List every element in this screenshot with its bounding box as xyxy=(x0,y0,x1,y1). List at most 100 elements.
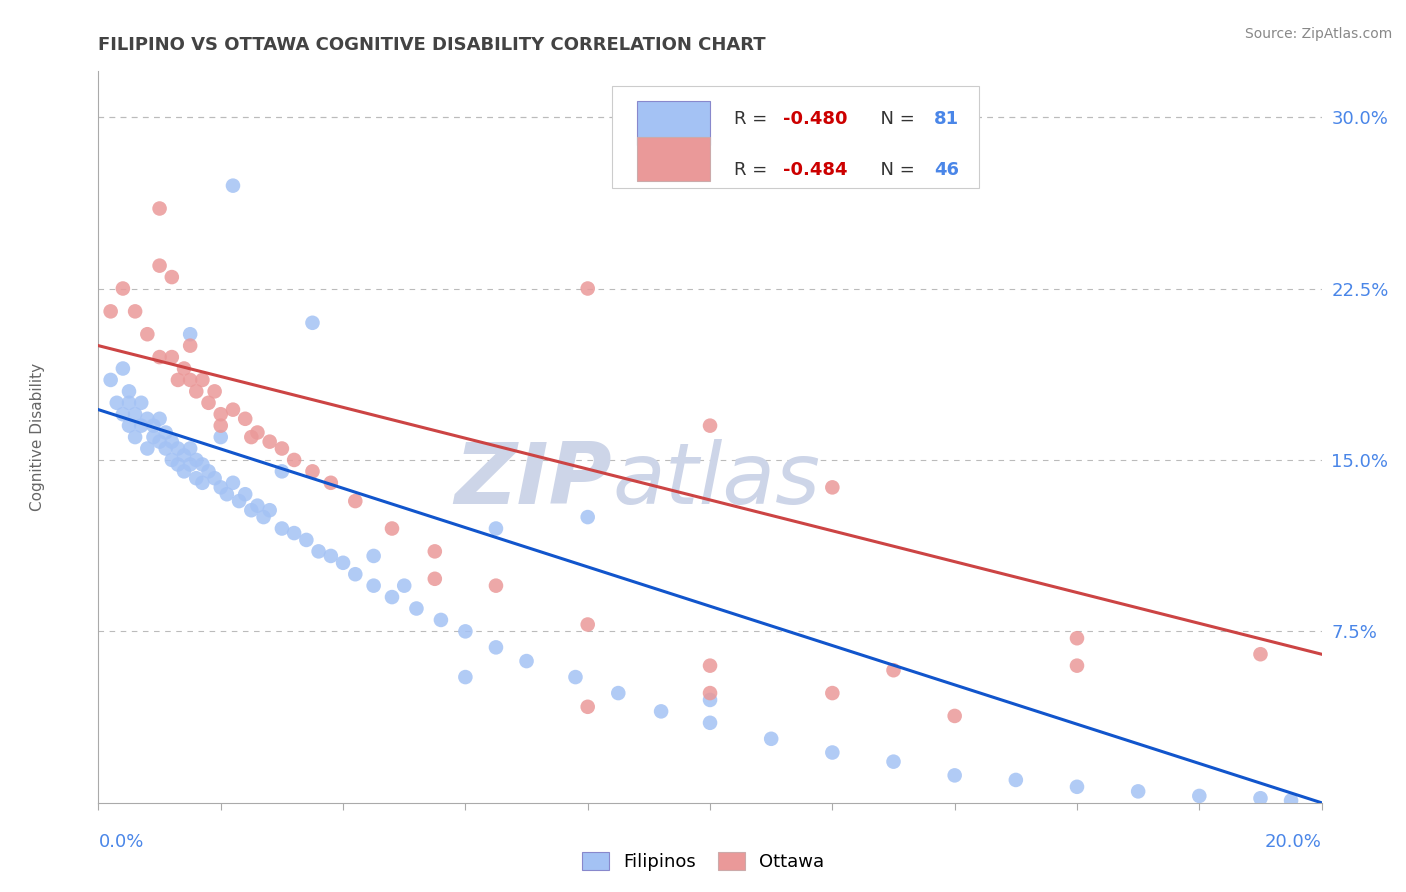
Point xyxy=(215,487,238,501)
Point xyxy=(142,430,165,444)
Point xyxy=(209,407,232,421)
Point xyxy=(191,373,214,387)
Point xyxy=(124,430,146,444)
Text: Cognitive Disability: Cognitive Disability xyxy=(30,363,45,511)
Text: FILIPINO VS OTTAWA COGNITIVE DISABILITY CORRELATION CHART: FILIPINO VS OTTAWA COGNITIVE DISABILITY … xyxy=(98,36,766,54)
Point xyxy=(883,663,905,677)
Point xyxy=(142,418,165,433)
Point xyxy=(160,453,183,467)
Point xyxy=(381,590,404,604)
Point xyxy=(454,624,477,639)
Text: Source: ZipAtlas.com: Source: ZipAtlas.com xyxy=(1244,27,1392,41)
Point xyxy=(124,304,146,318)
Point xyxy=(209,418,232,433)
Point xyxy=(1066,780,1088,794)
Point xyxy=(118,418,141,433)
Point xyxy=(240,503,263,517)
Point xyxy=(332,556,354,570)
Point xyxy=(699,693,721,707)
Point xyxy=(179,338,201,352)
Point xyxy=(111,281,134,295)
Point xyxy=(129,396,152,410)
Point xyxy=(209,430,232,444)
Point xyxy=(576,510,599,524)
Point xyxy=(100,304,122,318)
Point xyxy=(240,430,263,444)
Point xyxy=(301,464,323,478)
Point xyxy=(344,567,367,582)
Point xyxy=(179,458,201,472)
Point xyxy=(943,709,966,723)
Point xyxy=(650,705,672,719)
Point xyxy=(308,544,330,558)
Point xyxy=(1188,789,1211,803)
Point xyxy=(160,350,183,364)
Point xyxy=(105,396,128,410)
Point xyxy=(430,613,453,627)
Point xyxy=(191,458,214,472)
Point xyxy=(111,361,134,376)
Point xyxy=(233,412,256,426)
Point xyxy=(209,480,232,494)
Point xyxy=(943,768,966,782)
Point xyxy=(699,418,721,433)
Point xyxy=(155,425,177,440)
Point xyxy=(454,670,477,684)
Point xyxy=(699,658,721,673)
Point xyxy=(197,396,219,410)
Point xyxy=(160,434,183,449)
Point xyxy=(160,270,183,285)
Text: -0.484: -0.484 xyxy=(783,161,848,179)
Text: 20.0%: 20.0% xyxy=(1265,833,1322,851)
Point xyxy=(405,601,427,615)
Point xyxy=(197,464,219,478)
Point xyxy=(149,350,172,364)
Point xyxy=(564,670,586,684)
Point xyxy=(173,449,195,463)
Point xyxy=(124,407,146,421)
Point xyxy=(167,442,190,456)
Text: 0.0%: 0.0% xyxy=(98,833,143,851)
Point xyxy=(516,654,538,668)
Point xyxy=(136,412,159,426)
Point xyxy=(222,475,245,490)
Point xyxy=(423,544,446,558)
Text: R =: R = xyxy=(734,110,773,128)
Point xyxy=(270,442,292,456)
Point xyxy=(118,396,141,410)
Point xyxy=(1128,784,1150,798)
Point xyxy=(699,715,721,730)
Point xyxy=(149,434,172,449)
Point xyxy=(1249,647,1271,661)
Point xyxy=(149,412,172,426)
Point xyxy=(191,475,214,490)
Point xyxy=(100,373,122,387)
Point xyxy=(485,521,508,535)
Point xyxy=(118,384,141,399)
Point xyxy=(186,471,208,485)
Point xyxy=(252,510,274,524)
Point xyxy=(699,686,721,700)
Point xyxy=(186,384,208,399)
Point xyxy=(423,572,446,586)
Text: ZIP: ZIP xyxy=(454,440,612,523)
Point xyxy=(149,259,172,273)
Point xyxy=(149,202,172,216)
Point xyxy=(1066,632,1088,646)
Point xyxy=(295,533,318,547)
Point xyxy=(204,384,226,399)
Point xyxy=(179,373,201,387)
Text: N =: N = xyxy=(869,110,921,128)
Point xyxy=(485,640,508,655)
Point xyxy=(228,494,250,508)
Point xyxy=(392,579,416,593)
Point xyxy=(179,442,201,456)
Point xyxy=(1004,772,1026,787)
Point xyxy=(485,579,508,593)
Point xyxy=(204,471,226,485)
Point xyxy=(233,487,256,501)
Point xyxy=(283,453,305,467)
Point xyxy=(283,526,305,541)
Text: -0.480: -0.480 xyxy=(783,110,848,128)
Point xyxy=(363,549,385,563)
